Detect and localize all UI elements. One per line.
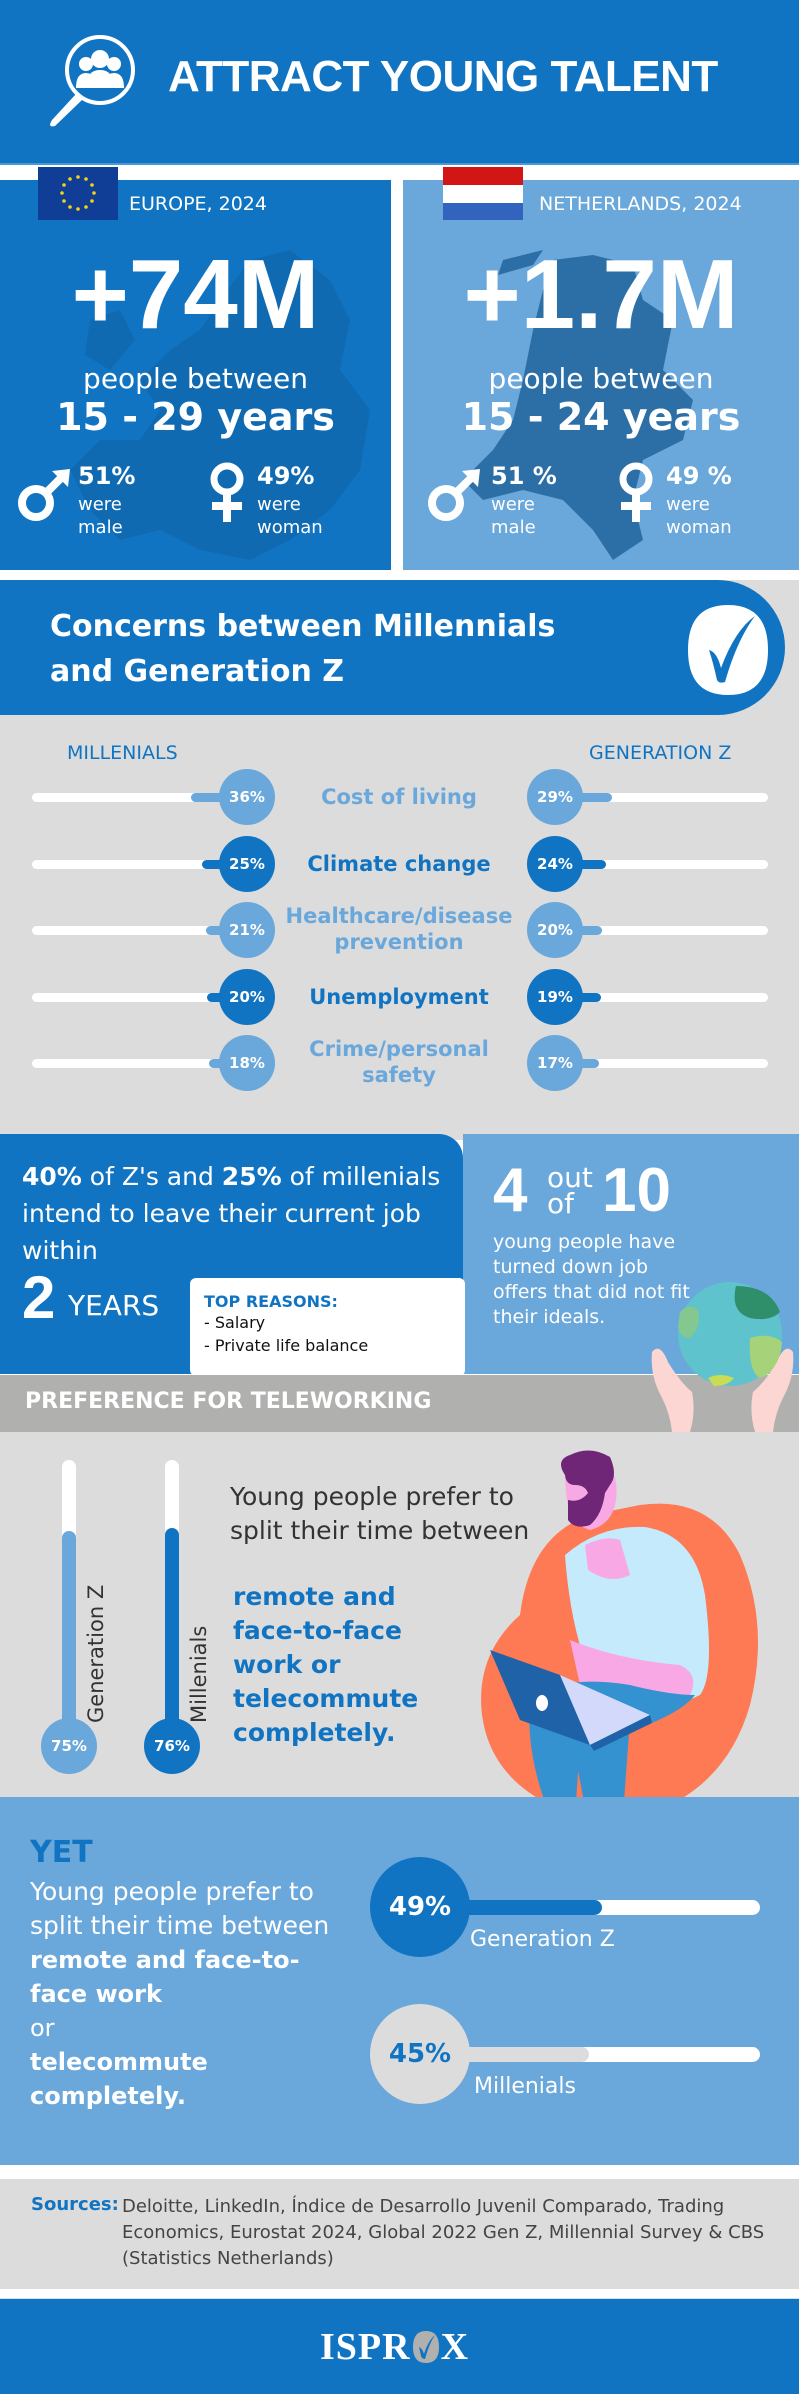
top-reasons-title: TOP REASONS: [204, 1292, 338, 1311]
yet-label: Millenials [474, 2074, 576, 2099]
yet-title: YET [30, 1835, 93, 1870]
years-label: YEARS [68, 1289, 160, 1322]
netherlands-male-text: were male [491, 494, 536, 539]
female-icon [206, 462, 248, 528]
netherlands-age-range: 15 - 24 years [461, 395, 741, 439]
genz-track [560, 1059, 768, 1068]
nl-flag-icon [443, 167, 523, 220]
europe-label: EUROPE, 2024 [129, 193, 267, 215]
netherlands-population-value: +1.7M [463, 239, 739, 349]
checkmark-icon [683, 600, 773, 700]
millennials-value: 20% [219, 969, 275, 1025]
europe-population-value: +74M [71, 239, 320, 349]
male-icon [14, 465, 74, 529]
genz-fill [560, 793, 612, 802]
genz-track [560, 926, 768, 935]
yet-value: 45% [370, 2004, 470, 2104]
teleworking-title: PREFERENCE FOR TELEWORKING [25, 1389, 432, 1414]
reason-item: - Salary [204, 1313, 266, 1332]
reason-item: - Private life balance [204, 1336, 369, 1355]
stat-number: 4 [493, 1156, 528, 1225]
europe-map-icon [70, 250, 370, 560]
genz-value: 17% [527, 1035, 583, 1091]
genz-value: 29% [527, 769, 583, 825]
logo-check-icon [412, 2331, 439, 2363]
concerns-title: Concerns between Millennials and Generat… [50, 609, 556, 689]
top-reasons-box: TOP REASONS: - Salary - Private life bal… [190, 1278, 465, 1376]
stat-total: 10 [602, 1156, 671, 1225]
job-leave-text: 40% of Z's and 25% of millenials intend … [22, 1162, 441, 1265]
sources-text: Deloitte, LinkedIn, Índice de Desarrollo… [122, 2196, 765, 2269]
teleworking-text: Young people prefer to split their time … [230, 1482, 530, 1545]
netherlands-people-between: people between [488, 362, 714, 395]
yet-text: Young people prefer to split their time … [30, 1877, 330, 2110]
europe-people-between: people between [83, 362, 308, 395]
millennials-track [32, 860, 252, 869]
thermometer-fill [62, 1531, 76, 1745]
concern-label: Cost of living [321, 785, 477, 809]
europe-female-text: were woman [257, 494, 323, 539]
female-icon [615, 462, 657, 528]
stat-out-of: out of [547, 1161, 593, 1220]
turned-down-text: young people have turned down job offers… [493, 1231, 690, 1328]
millennials-heading: MILLENIALS [67, 742, 178, 764]
millennials-track [32, 993, 252, 1002]
yet-fill [440, 1900, 602, 1915]
male-icon [424, 465, 484, 529]
genz-fill [560, 860, 607, 869]
concerns-header [0, 580, 785, 715]
concern-label: Crime/personal safety [309, 1037, 489, 1087]
netherlands-panel [403, 180, 799, 570]
person-laptop-illustration [470, 1445, 770, 1889]
search-people-icon [38, 28, 143, 128]
thermometer-fill [165, 1528, 179, 1745]
genz-track [560, 793, 768, 802]
yet-value: 49% [370, 1857, 470, 1957]
millennials-value: 18% [219, 1035, 275, 1091]
millennials-value: 21% [219, 902, 275, 958]
genz-value: 24% [527, 836, 583, 892]
yet-fill [440, 2047, 589, 2062]
isprox-logo: ISPR X [320, 2326, 470, 2368]
genz-track [560, 860, 768, 869]
millennials-track [32, 926, 252, 935]
globe-hands-icon [650, 1282, 795, 1436]
sources-label: Sources: [31, 2194, 119, 2215]
sources-section [0, 2179, 799, 2289]
thermometer-label: Millenials [187, 1625, 211, 1723]
footer [0, 2298, 799, 2394]
yet-label: Generation Z [470, 1927, 615, 1952]
page-title: ATTRACT YOUNG TALENT [168, 52, 718, 101]
millennials-value: 36% [219, 769, 275, 825]
genz-track [560, 993, 768, 1002]
netherlands-male-pct: 51 % [491, 462, 557, 490]
netherlands-label: NETHERLANDS, 2024 [539, 193, 742, 215]
europe-male-pct: 51% [78, 462, 136, 490]
eu-flag-icon [38, 167, 118, 220]
yet-section [0, 1797, 799, 2165]
millennials-track [32, 1059, 252, 1068]
genz-value: 19% [527, 969, 583, 1025]
thermometer-value: 75% [41, 1718, 97, 1774]
concern-label: Climate change [307, 852, 491, 876]
years-number: 2 [22, 1264, 56, 1331]
teleworking-bold-text: remote and face-to-face work or telecomm… [233, 1582, 419, 1747]
thermometer-label: Generation Z [84, 1584, 108, 1723]
thermometer-value: 76% [144, 1718, 200, 1774]
netherlands-female-text: were woman [666, 494, 732, 539]
concern-label: Healthcare/disease prevention [285, 904, 513, 954]
europe-panel [0, 180, 391, 570]
concern-label: Unemployment [309, 985, 489, 1009]
genz-heading: GENERATION Z [589, 742, 732, 764]
netherlands-female-pct: 49 % [666, 462, 732, 490]
header-banner [0, 0, 799, 165]
europe-male-text: were male [78, 494, 123, 539]
netherlands-map-icon [463, 250, 693, 560]
europe-age-range: 15 - 29 years [56, 395, 335, 439]
millennials-value: 25% [219, 836, 275, 892]
europe-female-pct: 49% [257, 462, 315, 490]
millennials-track [32, 793, 252, 802]
genz-value: 20% [527, 902, 583, 958]
